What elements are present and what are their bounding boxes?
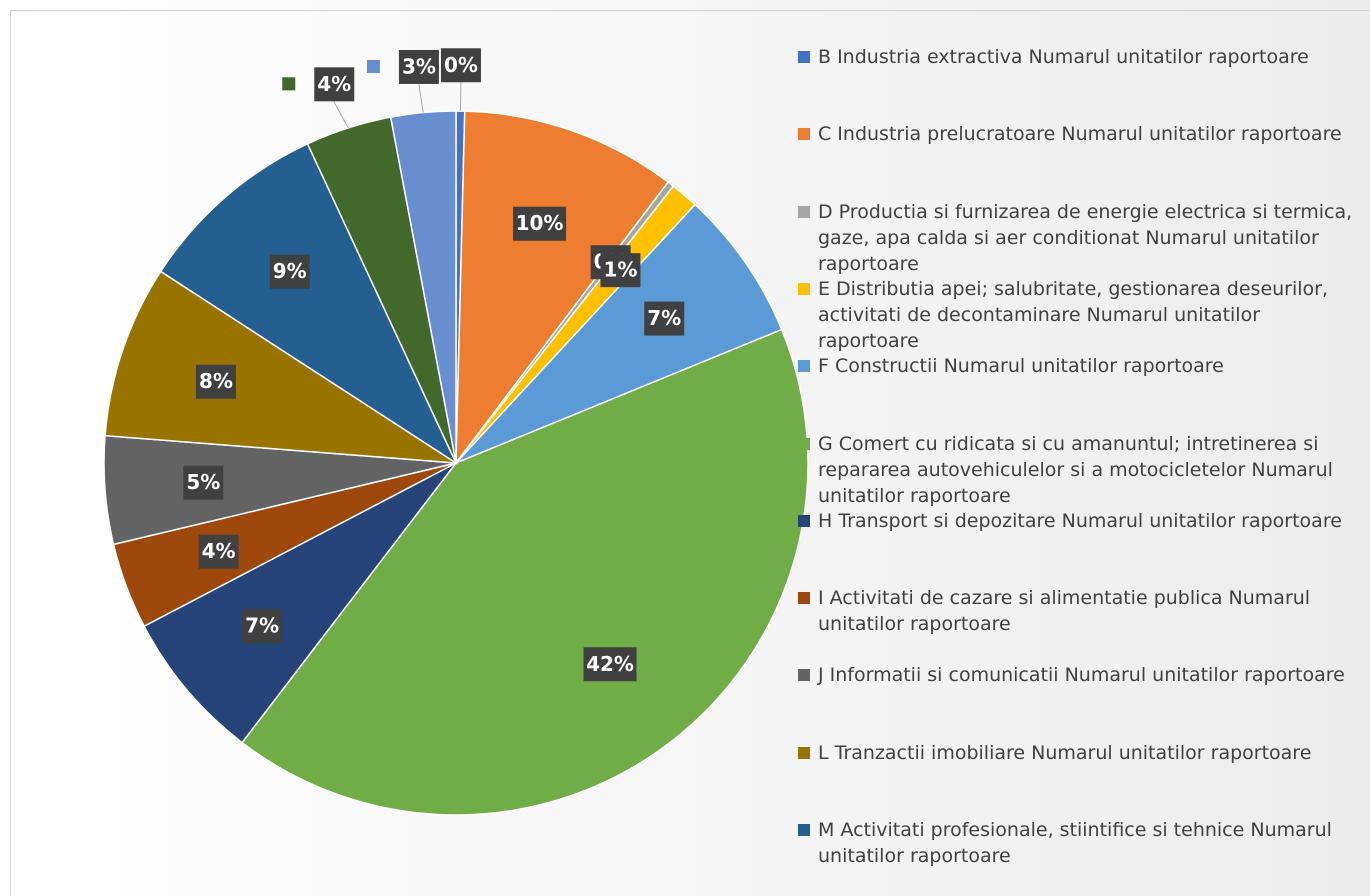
data-label: 9%	[273, 259, 307, 283]
legend-swatch	[798, 669, 810, 682]
legend-entry: M Activitati profesionale, stiintifice s…	[798, 817, 1358, 869]
legend-entry: J Informatii si comunicatii Numarul unit…	[798, 662, 1358, 688]
label-box	[269, 254, 310, 289]
legend-swatch	[798, 128, 810, 141]
legend-entry: D Productia si furnizarea de energie ele…	[798, 199, 1358, 277]
label-box	[513, 206, 567, 241]
label-box	[198, 534, 239, 569]
pie-slice	[389, 110, 457, 464]
legend-label: C Industria prelucratoare Numarul unitat…	[818, 123, 1342, 146]
legend-swatch	[798, 592, 810, 605]
data-label: 0%	[444, 53, 478, 77]
legend-label: J Informatii si comunicatii Numarul unit…	[818, 664, 1345, 687]
label-key	[282, 77, 296, 91]
legend-entry: G Comert cu ridicata si cu amanuntul; in…	[798, 431, 1358, 509]
data-label: 8%	[199, 369, 233, 393]
legend-label: L Tranzactii imobiliare Numarul unitatil…	[818, 741, 1312, 764]
pie-slice	[104, 270, 457, 464]
label-box	[398, 49, 439, 84]
legend-swatch	[798, 51, 810, 63]
label-box	[314, 67, 355, 102]
data-label: 1%	[603, 258, 637, 282]
pie-slice	[455, 203, 783, 464]
label-box	[644, 301, 685, 336]
data-label: 5%	[186, 470, 220, 494]
legend-swatch	[798, 437, 810, 450]
label-key	[366, 59, 380, 73]
legend-label: H Transport si depozitare Numarul unitat…	[818, 509, 1342, 532]
legend-entry: C Industria prelucratoare Numarul unitat…	[798, 121, 1358, 147]
legend-label: F Constructii Numarul unitatilor raporto…	[818, 355, 1224, 378]
label-box	[183, 465, 224, 500]
legend-swatch	[798, 205, 810, 218]
label-box	[583, 647, 637, 682]
label-box	[440, 48, 481, 83]
frame	[10, 10, 1370, 896]
legend-label: I Activitati de cazare si alimentatie pu…	[818, 587, 1311, 636]
label-box	[600, 253, 641, 288]
legend-swatch	[798, 824, 810, 836]
legend-swatch	[798, 746, 810, 759]
label-box	[195, 364, 236, 399]
legend-entry: B Industria extractiva Numarul unitatilo…	[798, 44, 1358, 70]
legend-swatch	[798, 514, 810, 527]
data-label: 4%	[317, 72, 351, 96]
pie-slice	[241, 328, 809, 816]
legend-entry: E Distributia apei; salubritate, gestion…	[798, 276, 1358, 354]
legend-swatch	[798, 360, 810, 373]
legend-entry: I Activitati de cazare si alimentatie pu…	[798, 585, 1358, 637]
legend-label: B Industria extractiva Numarul unitatilo…	[818, 46, 1309, 68]
pie-slice	[455, 110, 670, 466]
legend-label: M Activitati profesionale, stiintifice s…	[818, 819, 1332, 867]
legend-label: G Comert cu ridicata si cu amanuntul; in…	[818, 432, 1333, 507]
data-label: 4%	[202, 539, 236, 563]
legend-label: D Productia si furnizarea de energie ele…	[818, 200, 1353, 275]
data-label: 7%	[245, 614, 279, 638]
legend-label: E Distributia apei; salubritate, gestion…	[818, 277, 1329, 352]
data-label: 7%	[647, 306, 681, 330]
data-label: 10%	[516, 211, 564, 235]
data-label: 3%	[402, 54, 436, 78]
data-label: 42%	[586, 652, 634, 676]
label-box	[242, 609, 283, 644]
legend-swatch	[798, 282, 810, 295]
pie-slice	[159, 142, 458, 466]
pie-slice	[143, 462, 457, 744]
legend-entry: F Constructii Numarul unitatilor raporto…	[798, 353, 1358, 379]
legend-entry: L Tranzactii imobiliare Numarul unitatil…	[798, 740, 1358, 766]
legend-entry: H Transport si depozitare Numarul unitat…	[798, 508, 1358, 534]
